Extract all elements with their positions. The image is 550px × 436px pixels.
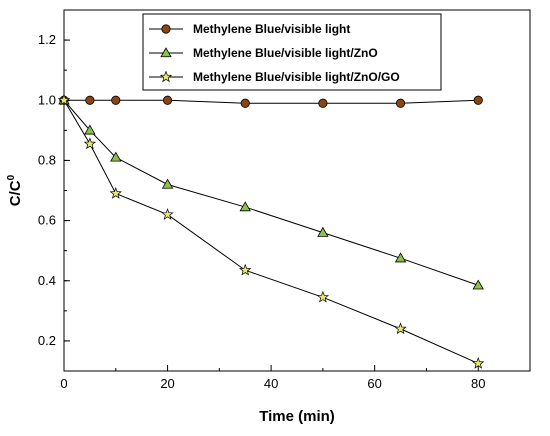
series-3-point [161,208,174,220]
series-3-point [109,187,122,199]
series-1-point [395,98,406,108]
y-tick-label: 0.6 [38,213,56,228]
x-tick-label: 20 [160,376,174,391]
series-2-line [63,99,479,286]
series-2-point [317,226,329,237]
series-2-point [472,279,484,290]
series-1-line [64,99,479,104]
series-1 [59,95,483,108]
legend-box [142,13,442,91]
series-1-point [318,98,328,108]
x-tick-label: 40 [264,376,278,391]
series-3-line [63,99,479,364]
x-tick-label: 80 [471,376,485,391]
y-tick-label: 1.0 [38,92,56,107]
series-2-point [84,124,96,135]
x-axis-label: Time (min) [259,408,335,425]
series-1-point [473,95,483,105]
series-2 [58,94,484,290]
series-3-point [57,93,71,106]
y-axis-label-main: C/C [7,180,24,206]
series-3-point [239,263,252,276]
series-2-point [110,151,122,162]
legend-label: Methylene Blue/visible light/ZnO/GO [193,70,400,84]
y-tick-label: 0.4 [38,273,56,288]
legend-label: Methylene Blue/visible light [193,22,350,36]
series-3 [57,93,485,369]
series-2-point [161,178,174,189]
x-tick-label: 0 [60,376,67,391]
legend-marker [159,70,173,83]
y-tick-label: 0.8 [38,152,56,167]
series-3-point [83,137,97,150]
x-tick-label: 60 [367,376,381,391]
series-3-point [316,290,330,303]
y-tick-label: 1.2 [38,32,56,47]
series-3-point [394,322,407,335]
legend-marker [161,24,171,34]
y-tick-label: 0.2 [38,333,56,348]
series-layer [57,93,485,369]
series-1-point [240,98,250,108]
series-3-point [472,356,485,369]
series-1-point [85,95,95,105]
y-axis-label: C/C0 [6,174,24,206]
legend: Methylene Blue/visible light Methylene Bl… [142,13,442,91]
y-axis-label-superscript: 0 [6,174,17,180]
series-2-point [239,201,251,212]
legend-marker [160,47,172,58]
legend-label: Methylene Blue/visible light/ZnO [193,46,378,60]
y-axis-label-group: C/C0 [6,174,24,206]
axis-ticks: 0 20 40 60 80 0.2 0.4 0.6 0.8 1.0 1.2 [38,9,531,391]
series-2-point [394,252,407,263]
series-1-point [162,95,173,105]
series-1-point [111,95,121,105]
